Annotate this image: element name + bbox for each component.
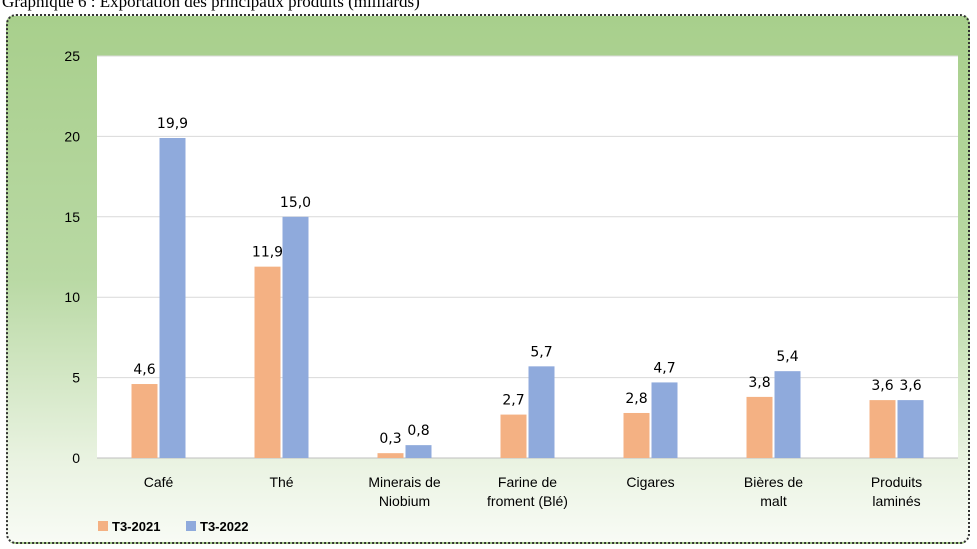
x-tick-label: Produits	[871, 474, 922, 490]
x-tick-label: Café	[144, 474, 174, 490]
data-label: 3,6	[871, 378, 893, 394]
x-tick-label: Farine de	[498, 474, 557, 490]
bar-t3-2021	[746, 396, 773, 458]
x-tick-label: Bières de	[744, 474, 803, 490]
legend-swatch	[186, 521, 196, 531]
y-tick-label: 15	[64, 209, 80, 225]
data-label: 3,6	[899, 378, 921, 394]
bar-t3-2021	[623, 412, 650, 458]
bar-t3-2022	[774, 371, 801, 458]
x-tick-label: malt	[760, 493, 787, 509]
x-tick-label: Minerais de	[368, 474, 441, 490]
bar-t3-2022	[405, 445, 432, 458]
data-label: 2,7	[502, 393, 524, 409]
bar-t3-2021	[869, 400, 896, 458]
data-label: 3,8	[748, 375, 770, 391]
bar-t3-2022	[528, 366, 555, 458]
x-tick-label: froment (Blé)	[487, 493, 568, 509]
bar-t3-2021	[131, 384, 158, 458]
y-tick-label: 0	[72, 450, 80, 466]
legend-swatch	[98, 521, 108, 531]
data-label: 4,7	[653, 360, 675, 376]
figure-caption: Graphique 6 : Exportation des principaux…	[2, 0, 420, 11]
bar-t3-2022	[282, 216, 309, 458]
y-tick-label: 20	[64, 128, 80, 144]
data-label: 0,3	[379, 431, 401, 447]
data-label: 11,9	[252, 245, 283, 261]
plot-area	[97, 56, 958, 458]
bar-t3-2021	[377, 453, 404, 458]
data-label: 5,4	[776, 349, 798, 365]
x-tick-label: Niobium	[379, 493, 430, 509]
data-label: 15,0	[280, 195, 311, 211]
bar-t3-2022	[897, 400, 924, 458]
bar-t3-2021	[254, 266, 281, 458]
x-tick-label: Cigares	[626, 474, 674, 490]
y-tick-label: 25	[64, 48, 80, 64]
data-label: 4,6	[133, 362, 155, 378]
data-label: 0,8	[407, 423, 429, 439]
bar-t3-2022	[651, 382, 678, 458]
bar-t3-2022	[159, 138, 186, 458]
legend-label: T3-2022	[200, 519, 248, 534]
y-tick-label: 10	[64, 289, 80, 305]
bar-t3-2021	[500, 414, 527, 458]
legend-label: T3-2021	[112, 519, 160, 534]
x-tick-label: laminés	[872, 493, 920, 509]
data-label: 2,8	[625, 391, 647, 407]
data-label: 19,9	[157, 116, 188, 132]
y-tick-label: 5	[72, 370, 80, 386]
x-tick-label: Thé	[269, 474, 293, 490]
data-label: 5,7	[530, 344, 552, 360]
